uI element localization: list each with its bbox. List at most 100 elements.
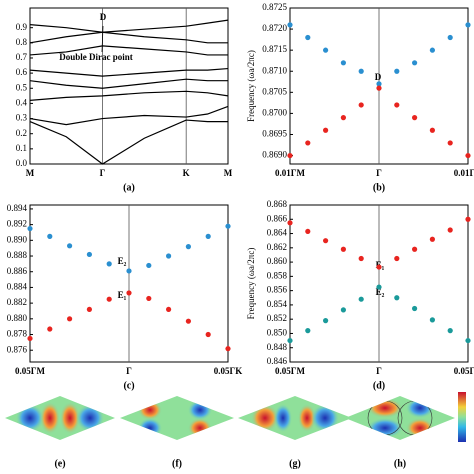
y-tick-label: 0.6 — [16, 67, 28, 77]
data-point — [340, 60, 346, 66]
data-point — [394, 102, 400, 108]
y-tick-label: 0.894 — [7, 203, 28, 213]
x-tick-label: 0.05ΓK — [454, 366, 474, 376]
data-point — [429, 47, 435, 53]
data-point — [126, 268, 132, 274]
y-tick-label: 0.8690 — [262, 150, 287, 160]
data-point — [394, 295, 400, 301]
data-point — [358, 68, 364, 74]
annotation-arrow — [101, 25, 104, 53]
y-tick-label: 0.1 — [16, 143, 27, 153]
field-map — [238, 396, 352, 440]
data-point — [412, 246, 418, 252]
y-tick-label: 0.882 — [7, 297, 27, 307]
y-tick-label: 0.876 — [7, 344, 28, 354]
data-point — [287, 337, 293, 344]
data-point — [412, 305, 418, 312]
data-point — [429, 317, 435, 323]
data-point — [305, 328, 311, 334]
band-line — [29, 19, 229, 33]
data-point — [305, 228, 311, 235]
data-point — [166, 253, 172, 259]
annotation: D — [100, 12, 107, 22]
x-tick-label: K — [183, 168, 190, 178]
panel-caption: (f) — [172, 458, 182, 469]
data-point — [47, 326, 53, 332]
data-point — [447, 34, 453, 41]
y-tick-label: 0.8725 — [262, 2, 287, 12]
data-point — [27, 225, 33, 232]
y-tick-label: 0.892 — [7, 219, 27, 229]
y-tick-label: 0.7 — [16, 52, 28, 62]
data-point — [465, 216, 471, 222]
band-line — [29, 31, 228, 44]
y-tick-label: 0.888 — [7, 250, 28, 260]
data-point — [447, 227, 453, 233]
x-tick-label: M — [26, 168, 35, 178]
field-map — [345, 396, 455, 440]
y-tick-label: 0.884 — [7, 281, 28, 291]
annotation: E₂ — [118, 256, 127, 266]
data-point — [447, 328, 453, 334]
data-point — [323, 127, 329, 133]
data-point — [185, 318, 191, 324]
data-point — [340, 307, 346, 313]
panel-caption: (a) — [123, 182, 135, 193]
y-tick-label: 0.846 — [267, 356, 288, 366]
panel-caption: (b) — [373, 182, 385, 193]
data-point — [205, 331, 211, 338]
x-tick-label: 0.01ΓM — [275, 168, 305, 178]
band-line — [29, 78, 228, 89]
band-line — [29, 105, 229, 126]
x-tick-label: Γ — [376, 168, 382, 178]
data-point — [358, 296, 364, 302]
band-line — [29, 67, 229, 77]
annotation: E₁ — [118, 290, 127, 300]
y-tick-label: 0.4 — [16, 97, 28, 107]
data-point — [465, 22, 471, 28]
data-point — [358, 255, 364, 262]
y-tick-label: 0.852 — [267, 313, 287, 323]
data-point — [287, 152, 293, 159]
y-tick-label: 0.8715 — [262, 44, 287, 54]
data-point — [394, 255, 400, 262]
band-line — [29, 119, 228, 165]
data-point — [67, 316, 73, 322]
data-point — [146, 262, 152, 269]
data-point — [340, 246, 346, 252]
y-tick-label: 0.862 — [267, 242, 287, 252]
annotation: D — [375, 72, 382, 82]
y-tick-label: 0.8710 — [262, 65, 287, 75]
data-point — [27, 335, 33, 342]
data-point — [376, 85, 382, 91]
data-point — [358, 102, 364, 108]
data-point — [305, 34, 311, 41]
y-tick-label: 0.860 — [267, 256, 288, 266]
y-tick-label: 0.880 — [7, 313, 28, 323]
data-point — [166, 306, 172, 313]
colorbar — [458, 392, 466, 442]
data-point — [305, 140, 311, 146]
y-tick-label: 0.0 — [16, 158, 28, 168]
data-point — [429, 127, 435, 133]
y-tick-label: 0.8705 — [262, 86, 287, 96]
data-point — [376, 81, 382, 87]
annotation: Double Dirac point — [59, 52, 133, 62]
annotation: E₂ — [376, 287, 385, 297]
y-axis-label: Frequency (ωa/2πc) — [246, 248, 256, 320]
y-tick-label: 0.854 — [267, 299, 288, 309]
y-tick-label: 0.868 — [267, 199, 288, 209]
data-point — [86, 251, 92, 258]
data-point — [126, 290, 132, 296]
y-tick-label: 0.864 — [267, 228, 288, 238]
data-point — [447, 140, 453, 146]
y-tick-label: 0.8 — [16, 37, 28, 47]
data-point — [185, 244, 191, 250]
data-point — [106, 296, 112, 302]
data-point — [412, 115, 418, 121]
data-point — [287, 22, 293, 28]
x-tick-label: Γ — [376, 366, 382, 376]
x-tick-label: Γ — [100, 168, 106, 178]
